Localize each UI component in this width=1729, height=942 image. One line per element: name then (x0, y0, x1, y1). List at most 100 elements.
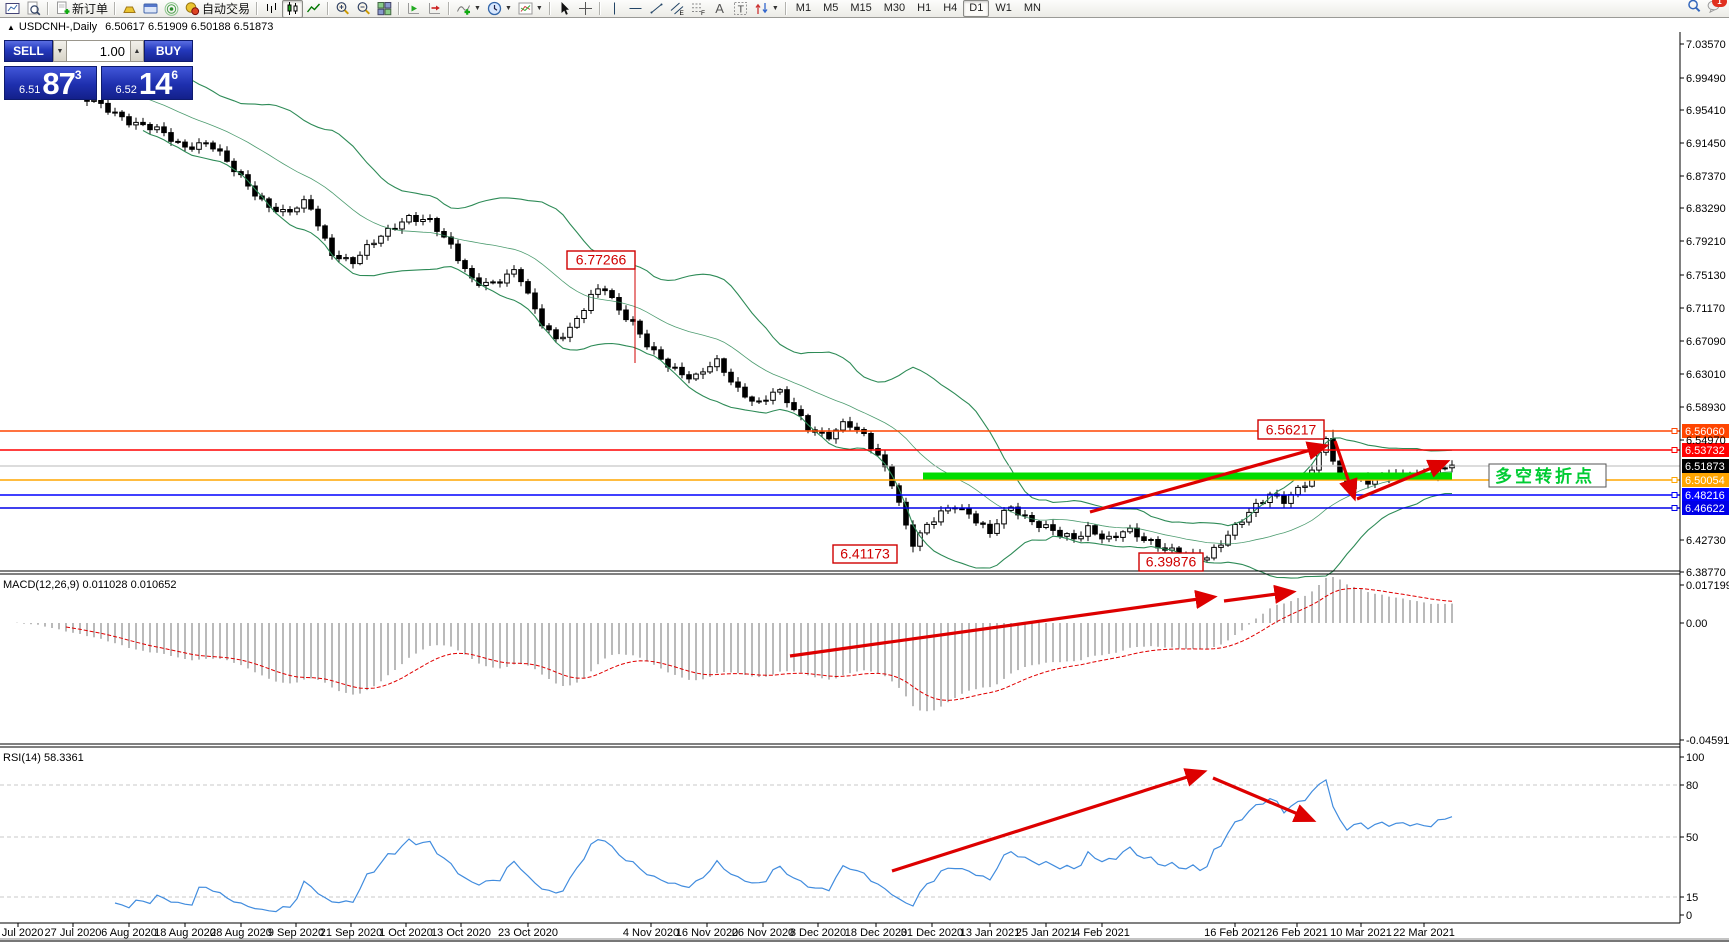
text-label-button[interactable]: T (730, 0, 751, 18)
trend-arrow[interactable] (1223, 584, 1297, 604)
new-order-button[interactable]: 新订单 (52, 0, 111, 18)
toolbar-separator (548, 2, 551, 15)
bid-price-prefix: 6.51 (18, 84, 41, 96)
volume-input[interactable]: 1.00 (67, 40, 130, 62)
toolbar-separator (784, 2, 787, 15)
trendline-button[interactable] (646, 0, 667, 18)
svg-text:6.75130: 6.75130 (1686, 270, 1726, 282)
price-line-handle[interactable] (1671, 447, 1678, 453)
print-preview-button[interactable] (23, 0, 44, 18)
support-zone-band[interactable] (923, 472, 1452, 480)
line-chart-button[interactable] (303, 0, 324, 18)
hline-button[interactable] (625, 0, 646, 18)
sell-button[interactable]: SELL (4, 40, 53, 62)
search-button[interactable] (1687, 0, 1701, 18)
trend-arrows[interactable] (789, 440, 1451, 873)
axis-price-tag (1682, 488, 1729, 502)
price-callout-box[interactable] (1257, 419, 1325, 440)
svg-text:T: T (737, 3, 744, 15)
periods-icon (487, 1, 502, 16)
svg-text:4 Nov 2020: 4 Nov 2020 (623, 927, 679, 939)
vline-button[interactable] (604, 0, 625, 18)
gold-bar-button[interactable] (119, 0, 140, 18)
bar-chart-button[interactable] (261, 0, 282, 18)
price-line-handle[interactable] (1671, 505, 1678, 511)
price-line-handle[interactable] (1671, 492, 1678, 498)
price-axis[interactable]: 7.03570 6.99490 6.95410 6.91450 6.87370 6.832… (1680, 39, 1726, 579)
vline-icon (613, 2, 615, 15)
timeframe-m15-button[interactable]: M15 (850, 2, 872, 14)
price-callout-box[interactable] (566, 250, 636, 270)
toolbar-separator (448, 2, 451, 15)
cursor-button[interactable] (554, 0, 575, 18)
timeframe-h1-button[interactable]: H1 (917, 2, 932, 14)
arrows-tool-button[interactable]: ▼ (751, 0, 782, 18)
trend-arrow[interactable] (1212, 776, 1317, 822)
price-line-handle[interactable] (1671, 477, 1678, 483)
svg-text:7.03570: 7.03570 (1686, 39, 1726, 51)
trend-arrow[interactable] (1356, 459, 1451, 501)
search-icon (1688, 0, 1701, 13)
chat-button[interactable]: 1 (1707, 0, 1727, 18)
timeframe-w1-button[interactable]: W1 (995, 2, 1012, 14)
chart-shift-button[interactable] (424, 0, 445, 18)
collapse-icon[interactable]: ▲ (7, 23, 15, 32)
candle-chart-icon (287, 2, 298, 15)
templates-button[interactable]: ▼ (515, 0, 546, 18)
auto-scroll-button[interactable] (403, 0, 424, 18)
zoom-out-icon (357, 2, 371, 15)
terminal-button[interactable] (140, 0, 161, 18)
svg-text:6.63010: 6.63010 (1686, 369, 1726, 381)
text-button[interactable]: A (709, 0, 730, 18)
price-callouts[interactable]: 6.77266 6.56217 6.41173 6.39876 (566, 250, 1325, 572)
buy-button[interactable]: BUY (144, 40, 193, 62)
timeframe-h4-button[interactable]: H4 (943, 2, 958, 14)
trend-arrow[interactable] (789, 589, 1218, 658)
candle-chart-button[interactable] (282, 0, 304, 18)
bid-price-pips: 87 (42, 66, 75, 101)
svg-text:26 Nov 2020: 26 Nov 2020 (732, 927, 794, 939)
tile-windows-button[interactable] (374, 0, 395, 18)
volume-decrease-button[interactable]: ▼ (53, 40, 67, 62)
price-callout-box[interactable] (1138, 552, 1204, 572)
svg-text:6.39876: 6.39876 (1146, 554, 1197, 570)
auto-trading-icon (185, 2, 200, 16)
trend-arrow[interactable] (1089, 441, 1330, 514)
auto-trading-button[interactable]: 自动交易 (182, 0, 253, 18)
bid-price-panel[interactable]: 6.51 87 3 (4, 66, 97, 100)
ask-price-panel[interactable]: 6.52 14 6 (100, 66, 193, 100)
timeframe-d1-button[interactable]: D1 (963, 0, 990, 17)
timeframe-m1-button[interactable]: M1 (795, 2, 812, 14)
svg-text:6.51873: 6.51873 (1685, 461, 1725, 473)
channel-icon: E (670, 2, 684, 16)
timeframe-mn-button[interactable]: MN (1023, 2, 1041, 14)
svg-text:6.50054: 6.50054 (1685, 475, 1725, 487)
annotation-turning-point[interactable]: 多空转折点 (1488, 463, 1607, 488)
trend-arrow[interactable] (1333, 440, 1358, 502)
zoom-in-button[interactable] (332, 0, 353, 18)
volume-increase-button[interactable]: ▲ (130, 40, 144, 62)
trend-arrow[interactable] (891, 768, 1208, 873)
one-click-trading-panel: SELL ▼ 1.00 ▲ BUY 6.51 87 3 6.52 14 6 (4, 40, 193, 100)
crosshair-button[interactable] (575, 0, 596, 18)
signal-button[interactable] (161, 0, 182, 18)
timeframe-m30-button[interactable]: M30 (883, 2, 906, 14)
indicators-button[interactable]: ▼ (453, 0, 484, 18)
svg-text:25 Jan 2021: 25 Jan 2021 (1016, 927, 1077, 939)
svg-text:-0.045919: -0.045919 (1686, 735, 1729, 747)
svg-text:9 Sep 2020: 9 Sep 2020 (268, 927, 324, 939)
svg-text:6.46622: 6.46622 (1685, 503, 1725, 515)
price-callout-box[interactable] (832, 544, 898, 564)
svg-text:多空转折点: 多空转折点 (1495, 466, 1595, 486)
channel-button[interactable]: E (667, 0, 688, 18)
timeframe-m5-button[interactable]: M5 (823, 2, 839, 14)
chart-window-button[interactable] (2, 0, 23, 18)
toolbar-separator (114, 2, 117, 15)
rsi-panel: 100 80 50 15 0 RSI(14) 58.3361 (0, 752, 1704, 922)
periods-button[interactable]: ▼ (484, 0, 515, 18)
price-line-handle[interactable] (1671, 428, 1678, 434)
zoom-out-button[interactable] (353, 0, 374, 18)
fibonacci-button[interactable]: F (688, 0, 709, 18)
